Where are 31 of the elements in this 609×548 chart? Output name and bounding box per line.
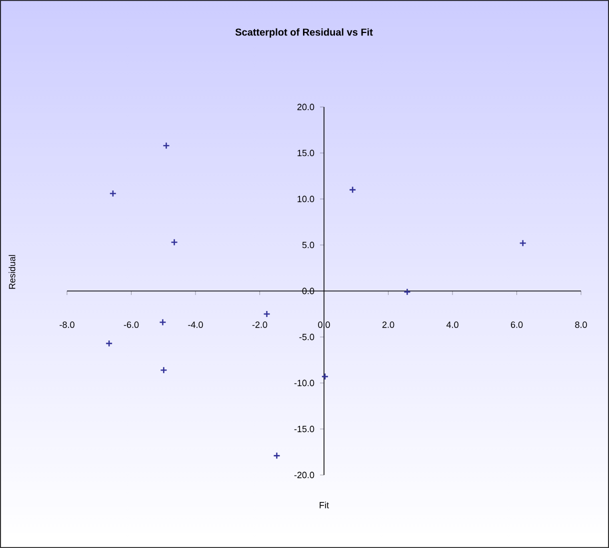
x-axis-title: Fit bbox=[320, 502, 329, 508]
y-tick-label: -20.0 bbox=[294, 472, 314, 478]
point bbox=[105, 340, 113, 348]
y-tick-label: -15.0 bbox=[294, 426, 314, 432]
x-tick-label: 2.0 bbox=[382, 322, 394, 328]
x-tick-label: 4.0 bbox=[446, 322, 458, 328]
x-tick-label: -8.0 bbox=[60, 322, 74, 328]
point bbox=[170, 238, 178, 246]
point bbox=[263, 310, 270, 318]
point bbox=[273, 452, 280, 460]
point bbox=[109, 190, 117, 198]
x-tick-label: 6.0 bbox=[510, 322, 523, 328]
point bbox=[321, 372, 329, 380]
y-tick-label: 10.0 bbox=[298, 196, 314, 202]
x-tick-label: -6.0 bbox=[124, 322, 139, 328]
point bbox=[348, 186, 356, 194]
y-tick-label: 15.0 bbox=[298, 150, 314, 156]
y-tick-label: -5.0 bbox=[299, 334, 314, 340]
point bbox=[404, 288, 411, 296]
y-tick-label: 5.0 bbox=[302, 242, 314, 248]
point bbox=[519, 240, 527, 247]
x-tick-label: 8.0 bbox=[575, 322, 587, 328]
point bbox=[160, 366, 168, 374]
x-tick-label: -2.0 bbox=[252, 322, 268, 328]
point bbox=[162, 142, 170, 150]
y-tick-label: 20.0 bbox=[297, 104, 314, 110]
y-tick-label: -10.0 bbox=[294, 380, 314, 386]
y-axis-title: Residual bbox=[8, 255, 16, 289]
x-tick-label: -4.0 bbox=[188, 322, 203, 328]
chart-title: Scatterplot of Residual vs Fit bbox=[235, 28, 373, 38]
point bbox=[159, 318, 166, 326]
